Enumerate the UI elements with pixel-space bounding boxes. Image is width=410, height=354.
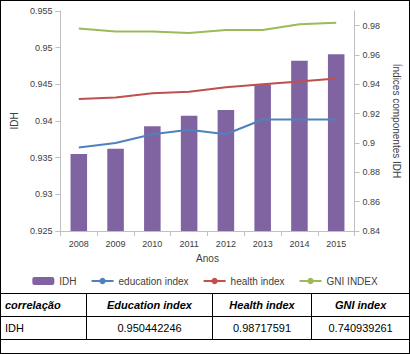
html-text:Education index: Education index bbox=[107, 299, 192, 311]
svg-text:0.94: 0.94 bbox=[35, 116, 53, 126]
html-text:Health index: Health index bbox=[229, 299, 295, 311]
svg-text:Índices componentes IDH: Índices componentes IDH bbox=[391, 64, 403, 179]
svg-text:GNI INDEX: GNI INDEX bbox=[327, 276, 378, 287]
html-text:GNI index: GNI index bbox=[335, 299, 387, 311]
svg-text:0.94: 0.94 bbox=[363, 79, 381, 89]
svg-text:health index: health index bbox=[231, 276, 285, 287]
svg-text:0.955: 0.955 bbox=[30, 6, 53, 16]
html-text:0.98717591: 0.98717591 bbox=[233, 322, 292, 334]
svg-text:0.84: 0.84 bbox=[363, 226, 381, 236]
svg-text:0.86: 0.86 bbox=[363, 197, 381, 207]
svg-text:2009: 2009 bbox=[106, 239, 126, 249]
html-text:0.950442246: 0.950442246 bbox=[117, 322, 182, 334]
svg-text:2015: 2015 bbox=[326, 239, 346, 249]
html-text:IDH: IDH bbox=[5, 322, 24, 334]
svg-text:0.92: 0.92 bbox=[363, 109, 381, 119]
svg-text:IDH: IDH bbox=[59, 276, 76, 287]
svg-text:IDH: IDH bbox=[9, 112, 20, 129]
svg-text:2012: 2012 bbox=[216, 239, 236, 249]
svg-text:Anos: Anos bbox=[196, 253, 219, 264]
svg-text:0.945: 0.945 bbox=[30, 79, 53, 89]
svg-text:0.88: 0.88 bbox=[363, 167, 381, 177]
svg-text:0.95: 0.95 bbox=[35, 43, 53, 53]
svg-text:0.9: 0.9 bbox=[363, 138, 376, 148]
html-text:correlação: correlação bbox=[5, 299, 61, 311]
svg-text:2013: 2013 bbox=[253, 239, 273, 249]
svg-text:0.93: 0.93 bbox=[35, 189, 53, 199]
svg-text:2008: 2008 bbox=[69, 239, 89, 249]
svg-text:education index: education index bbox=[119, 276, 189, 287]
svg-text:2011: 2011 bbox=[179, 239, 198, 249]
svg-text:0.98: 0.98 bbox=[363, 21, 381, 31]
svg-text:2014: 2014 bbox=[289, 239, 309, 249]
svg-text:0.925: 0.925 bbox=[30, 226, 53, 236]
html-text:0.740939261: 0.740939261 bbox=[328, 322, 393, 334]
svg-text:0.935: 0.935 bbox=[30, 153, 53, 163]
svg-text:0.96: 0.96 bbox=[363, 50, 381, 60]
svg-text:2010: 2010 bbox=[142, 239, 162, 249]
